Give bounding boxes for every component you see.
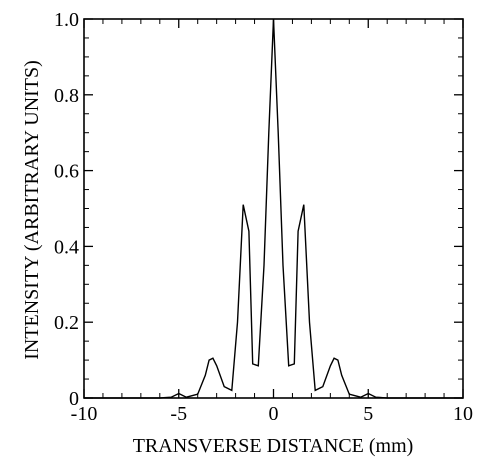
plot-area — [83, 18, 464, 399]
y-tick-label: 0.6 — [54, 161, 79, 183]
series-line — [84, 18, 463, 399]
plot-frame — [83, 18, 464, 399]
y-axis-label: INTENSITY (ARBITRARY UNITS) — [21, 60, 43, 360]
x-tick-label: -10 — [71, 403, 98, 425]
x-tick-label: 0 — [269, 403, 279, 425]
x-axis-label: TRANSVERSE DISTANCE (mm) — [133, 435, 414, 457]
x-tick-label: 5 — [363, 403, 373, 425]
series-group — [84, 18, 463, 399]
x-tick-label: -5 — [170, 403, 187, 425]
y-axis-tick-labels: 0 0.2 0.4 0.6 0.8 1.0 — [54, 9, 79, 410]
y-tick-label: 0.4 — [54, 236, 79, 258]
y-tick-label: 0 — [69, 388, 79, 410]
y-tick-label: 0.2 — [54, 312, 79, 334]
x-axis-tick-labels: -10 -5 0 5 10 — [71, 403, 473, 425]
x-axis-ticks — [83, 19, 464, 398]
y-tick-label: 0.8 — [54, 85, 79, 107]
y-tick-label: 1.0 — [54, 9, 79, 31]
y-axis-ticks — [84, 18, 463, 399]
x-tick-label: 10 — [453, 403, 473, 425]
